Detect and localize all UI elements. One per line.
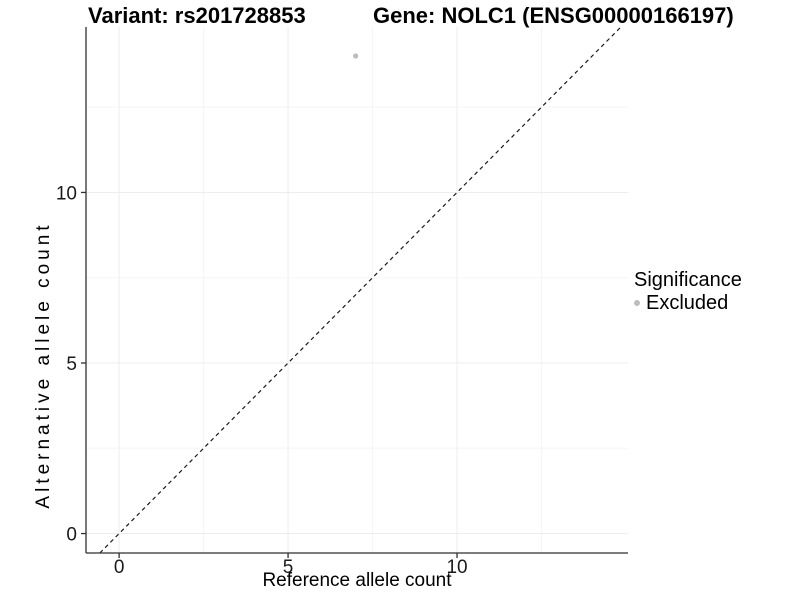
legend-item-label: Excluded — [646, 292, 729, 314]
x-tick-label: 10 — [446, 557, 467, 578]
legend-item-excluded: Excluded — [634, 292, 742, 314]
y-axis-title: Alternative allele count — [33, 221, 54, 509]
legend: Significance Excluded — [634, 268, 742, 314]
y-tick-label: 0 — [66, 525, 77, 546]
x-tick-label: 0 — [114, 557, 125, 578]
legend-title: Significance — [634, 269, 742, 291]
gene-title: Gene: NOLC1 (ENSG00000166197) — [373, 3, 734, 28]
x-axis-title: Reference allele count — [262, 570, 452, 591]
variant-title: Variant: rs201728853 — [88, 3, 306, 28]
data-point — [353, 53, 359, 59]
identity-dashed-line — [99, 26, 622, 554]
y-tick-label: 5 — [66, 354, 77, 375]
x-tick-label: 5 — [283, 557, 294, 578]
y-tick-label: 10 — [56, 183, 77, 204]
excluded-point-icon — [634, 300, 640, 306]
